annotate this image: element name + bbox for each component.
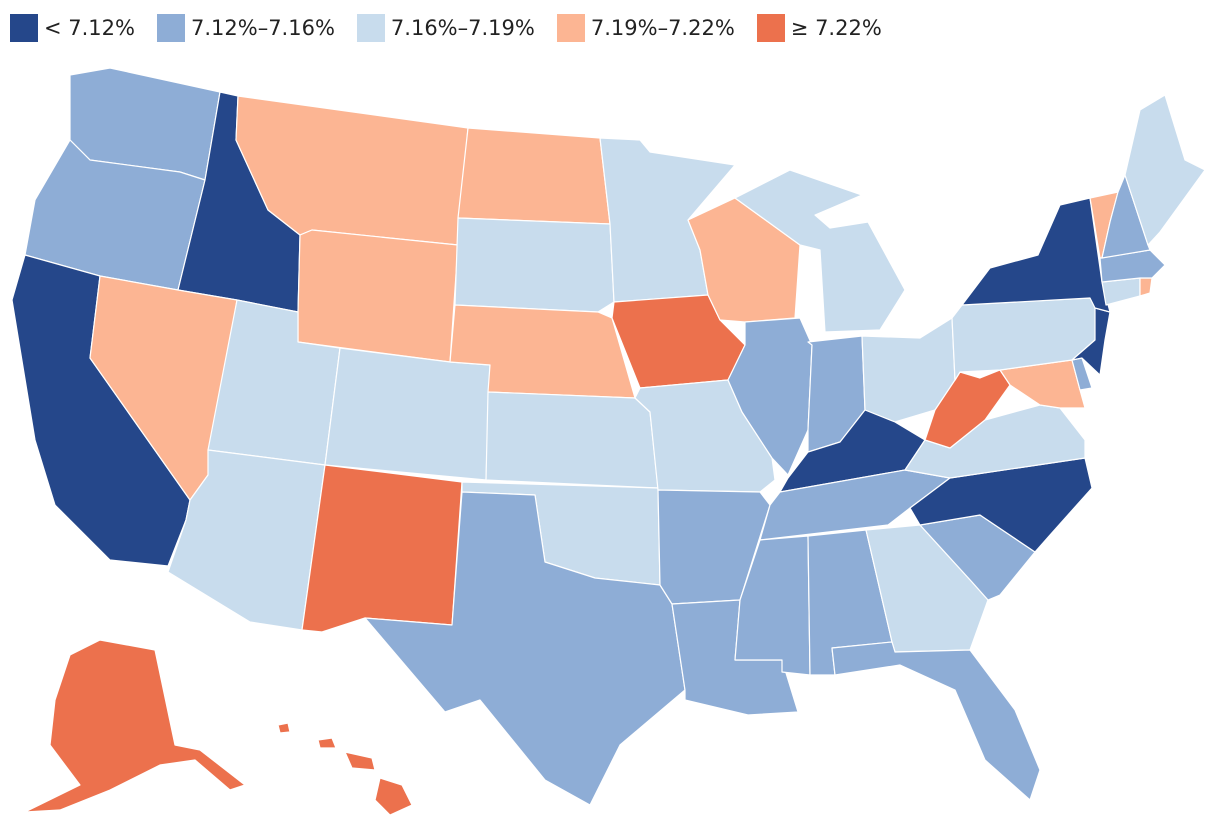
legend-item-gte-7-22: ≥ 7.22%: [756, 14, 882, 42]
legend-label: ≥ 7.22%: [790, 16, 882, 40]
state-west-virginia[interactable]: [924, 369, 1011, 449]
state-kansas[interactable]: [485, 391, 659, 489]
legend-item-7-16-to-7-19: 7.16%–7.19%: [356, 14, 535, 42]
state-wyoming[interactable]: [297, 229, 459, 363]
state-hawaii[interactable]: [277, 722, 413, 816]
state-maine[interactable]: [1124, 94, 1206, 246]
state-new-york[interactable]: [961, 197, 1111, 313]
legend-item-lt-7-12: < 7.12%: [10, 14, 135, 42]
state-texas[interactable]: [364, 491, 686, 806]
state-rhode-island[interactable]: [1139, 277, 1153, 297]
state-north-dakota[interactable]: [457, 127, 611, 225]
state-michigan[interactable]: [734, 169, 906, 333]
state-colorado[interactable]: [324, 347, 491, 481]
legend-label: < 7.12%: [44, 16, 135, 40]
legend-swatch: [756, 14, 785, 42]
legend-swatch: [556, 14, 585, 42]
state-florida[interactable]: [831, 641, 1041, 801]
legend-label: 7.12%–7.16%: [190, 16, 335, 40]
state-north-carolina[interactable]: [909, 457, 1093, 553]
state-new-mexico[interactable]: [301, 464, 463, 633]
state-alaska[interactable]: [24, 639, 246, 813]
legend-label: 7.16%–7.19%: [390, 16, 535, 40]
legend-item-7-19-to-7-22: 7.19%–7.22%: [556, 14, 735, 42]
legend-swatch: [156, 14, 185, 42]
legend-swatch: [356, 14, 385, 42]
state-connecticut[interactable]: [1101, 277, 1141, 306]
legend-label: 7.19%–7.22%: [590, 16, 735, 40]
state-new-jersey[interactable]: [1071, 307, 1111, 376]
map-legend: < 7.12% 7.12%–7.16% 7.16%–7.19% 7.19%–7.…: [10, 14, 904, 42]
state-south-dakota[interactable]: [454, 217, 615, 313]
legend-swatch: [10, 14, 38, 42]
legend-item-7-12-to-7-16: 7.12%–7.16%: [156, 14, 335, 42]
state-illinois[interactable]: [727, 317, 813, 476]
